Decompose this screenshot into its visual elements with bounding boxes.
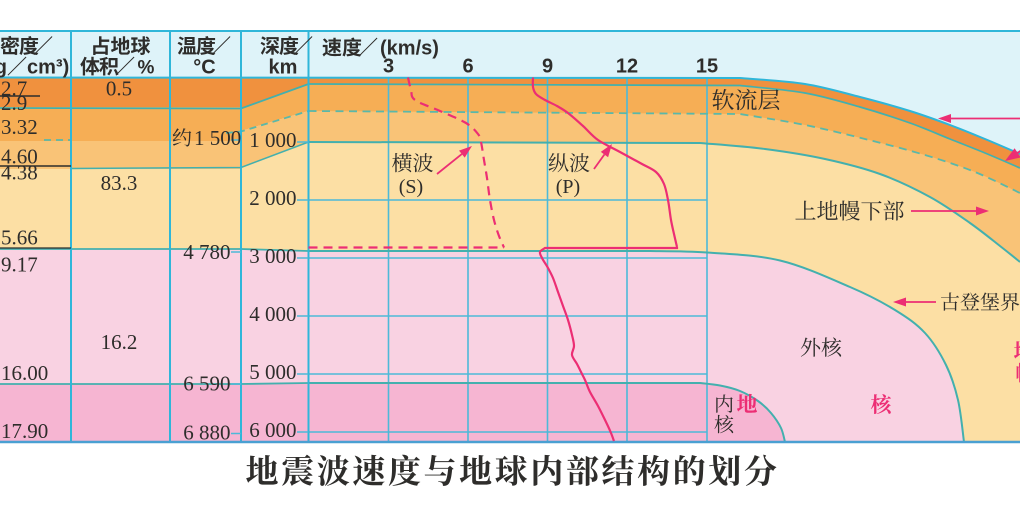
svg-text:2 000: 2 000 [249,186,296,210]
svg-text:6 880: 6 880 [183,421,230,445]
svg-text:17.90: 17.90 [1,419,48,443]
svg-text:83.3: 83.3 [101,171,138,195]
svg-text:4.60: 4.60 [1,145,38,169]
svg-text:5.66: 5.66 [1,226,38,250]
svg-text:9: 9 [542,56,553,78]
svg-text:2.9: 2.9 [1,91,27,115]
svg-text:(P): (P) [556,176,580,198]
svg-text:3 000: 3 000 [249,244,296,268]
svg-text:2.7: 2.7 [1,77,27,101]
svg-text:1 500: 1 500 [194,126,241,150]
svg-text:6 590: 6 590 [183,372,230,396]
svg-text:9.17: 9.17 [1,253,38,277]
svg-text:12: 12 [616,56,638,78]
svg-text:1 000: 1 000 [249,128,296,152]
svg-text:3.32: 3.32 [1,115,38,139]
svg-text:16.2: 16.2 [101,330,138,354]
svg-text:5 000: 5 000 [249,360,296,384]
svg-text:(km/s): (km/s) [380,38,439,60]
svg-text:°C: °C [193,57,215,79]
svg-text:%: % [138,58,155,79]
svg-text:4 000: 4 000 [249,302,296,326]
svg-text:(g: (g [0,57,7,79]
svg-text:6: 6 [462,56,473,78]
svg-text:cm³): cm³) [27,57,69,79]
svg-text:(S): (S) [399,176,423,198]
svg-text:6 000: 6 000 [249,418,296,442]
svg-text:3: 3 [383,56,394,78]
svg-text:15: 15 [696,56,718,78]
svg-text:4 780: 4 780 [183,240,230,264]
svg-text:km: km [269,57,298,79]
svg-text:0.5: 0.5 [106,77,132,101]
svg-text:16.00: 16.00 [1,361,48,385]
svg-text:4.38: 4.38 [1,161,38,185]
